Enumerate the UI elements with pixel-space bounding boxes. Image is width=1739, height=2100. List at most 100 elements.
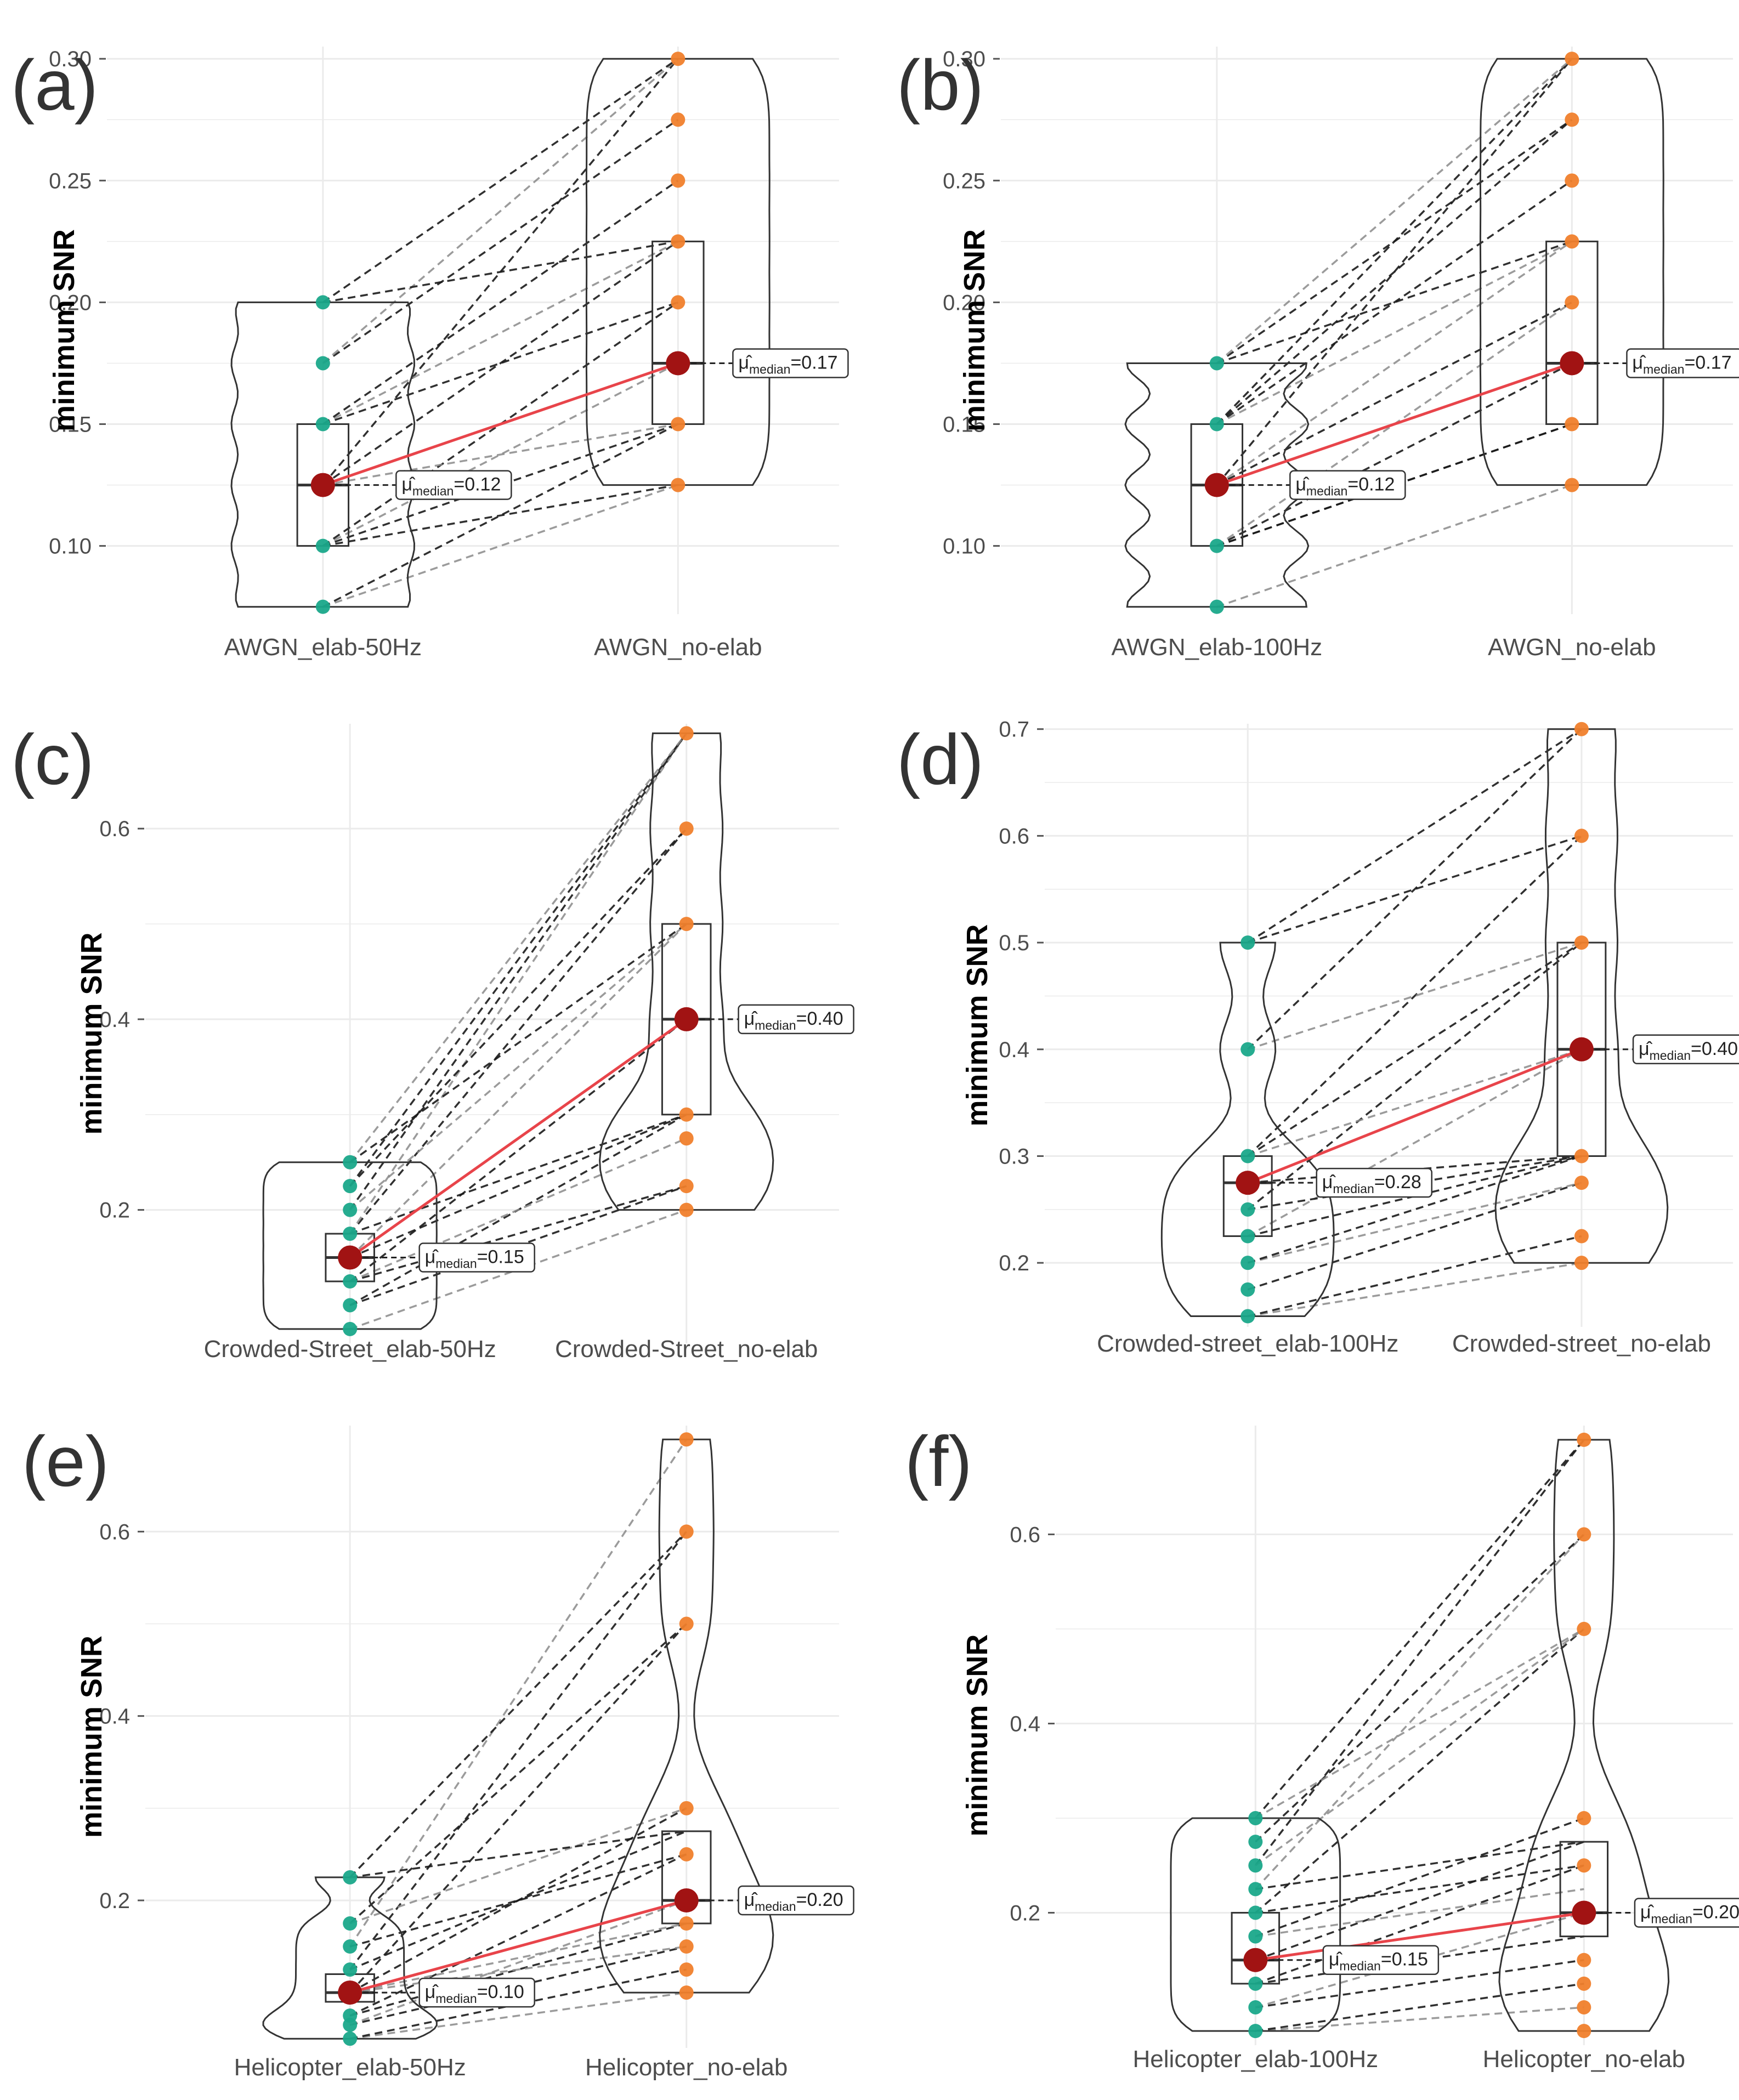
paired-line: [349, 923, 687, 1163]
annotation-value: =0.20: [1692, 1902, 1739, 1922]
data-point: [679, 1962, 694, 1977]
annotation-sub: median: [1643, 362, 1684, 376]
y-tick-label: 0.15: [943, 413, 985, 437]
paired-line: [349, 1137, 687, 1282]
paired-line: [1247, 835, 1582, 944]
paired-line: [1216, 362, 1573, 547]
annotation-box: [1634, 1898, 1739, 1928]
median-point: [674, 1007, 699, 1031]
data-point: [1209, 356, 1224, 371]
data-point: [671, 478, 686, 492]
y-tick-label: 0.25: [49, 169, 92, 193]
data-point: [343, 2031, 358, 2046]
data-point: [1240, 1042, 1255, 1057]
paired-line: [349, 1439, 688, 1948]
panel-d: 0.2 0.3 0.4 0.5 0.6 0.7 minimum SNR Crowded-str…: [897, 718, 1739, 1357]
data-point: [1209, 538, 1224, 553]
annotation-box: [395, 470, 512, 500]
data-point: [1565, 173, 1579, 188]
y-tick-label: 0.4: [999, 1038, 1029, 1062]
data-point: [343, 1916, 358, 1931]
data-point: [1574, 828, 1589, 843]
paired-line: [1216, 240, 1573, 486]
median-point: [666, 351, 690, 376]
violin-outline: [585, 58, 771, 486]
violin-outline: [599, 732, 774, 1211]
y-axis-label: minimum SNR: [75, 1636, 108, 1838]
paired-line: [1247, 1155, 1582, 1264]
paired-line: [1216, 118, 1573, 364]
paired-line: [349, 1018, 687, 1282]
annotation-sub: median: [1650, 1048, 1691, 1063]
median-connector: [1255, 1911, 1584, 1962]
violin-outline: [1479, 58, 1664, 486]
median-point: [1572, 1900, 1596, 1925]
paired-line: [1216, 179, 1573, 425]
data-point: [1577, 1953, 1591, 1967]
paired-line: [349, 1968, 687, 2040]
data-point: [679, 821, 694, 836]
paired-line: [1255, 1439, 1585, 1819]
y-tick-label: 0.30: [943, 47, 985, 71]
y-tick-label: 0.2: [99, 1889, 130, 1913]
paired-line: [1247, 1182, 1582, 1264]
annotation-value: =0.15: [477, 1247, 524, 1268]
paired-line: [322, 118, 679, 364]
paired-line: [1255, 1628, 1585, 1914]
paired-line: [349, 1830, 687, 1878]
data-point: [1574, 1176, 1589, 1190]
annotation-label: μ̂median=0.12: [1295, 474, 1395, 498]
paired-line: [349, 1922, 687, 2017]
median-point: [1560, 351, 1584, 376]
data-point: [679, 1616, 694, 1631]
annotation-sub: median: [1333, 1182, 1374, 1196]
data-point: [1577, 1858, 1591, 1873]
y-tick-label: 0.7: [999, 718, 1029, 742]
panel-letter: (d): [897, 719, 984, 799]
x-category-label: Helicopter_elab-100Hz: [1133, 2046, 1379, 2073]
data-point: [1565, 52, 1579, 66]
violin-outline: [1494, 728, 1669, 1264]
data-point: [1240, 1229, 1255, 1244]
paired-line: [1255, 1817, 1584, 1938]
paired-line: [349, 828, 688, 1235]
data-point: [343, 1179, 358, 1194]
median-point: [1243, 1948, 1268, 1972]
paired-line: [349, 733, 688, 1235]
data-point: [1565, 417, 1579, 432]
median-point: [674, 1888, 699, 1912]
paired-line: [1255, 1534, 1585, 1843]
paired-line: [349, 1531, 688, 1971]
data-point: [1577, 1621, 1591, 1636]
annotation-box: [1632, 1034, 1739, 1065]
y-tick-label: 0.25: [943, 169, 985, 193]
panel-a: 0.10 0.15 0.20 0.25 0.30 minimum SNR AWGN_elab…: [11, 45, 849, 661]
data-point: [343, 1155, 358, 1170]
paired-line: [349, 1945, 687, 2026]
paired-line: [1255, 1534, 1585, 1890]
paired-line: [1247, 728, 1583, 1051]
data-point: [315, 295, 330, 310]
annotation-sub: median: [1651, 1911, 1692, 1926]
annotation-box: [418, 1242, 535, 1273]
data-point: [343, 1202, 358, 1217]
panel-c: 0.2 0.4 0.6 minimum SNR Crowded-Street_elab-…: [11, 719, 854, 1363]
data-point: [1577, 2024, 1591, 2039]
annotation-box: [1316, 1167, 1432, 1198]
x-category-label: AWGN_elab-50Hz: [224, 634, 422, 661]
data-point: [671, 173, 686, 188]
data-point: [1248, 1929, 1263, 1944]
y-axis-label: minimum SNR: [961, 924, 994, 1126]
panel-letter: (c): [11, 719, 94, 799]
data-point: [1248, 2000, 1263, 2014]
y-tick-label: 0.2: [999, 1251, 1029, 1275]
data-point: [1240, 1202, 1255, 1217]
data-point: [679, 726, 694, 741]
x-category-label: Helicopter_elab-50Hz: [234, 2054, 466, 2081]
data-point: [1240, 1309, 1255, 1324]
annotation-value: =0.12: [454, 474, 501, 495]
paired-line: [349, 1991, 687, 2040]
data-point: [679, 1432, 694, 1447]
data-point: [1248, 1858, 1263, 1873]
x-category-label: Helicopter_no-elab: [585, 2054, 788, 2081]
